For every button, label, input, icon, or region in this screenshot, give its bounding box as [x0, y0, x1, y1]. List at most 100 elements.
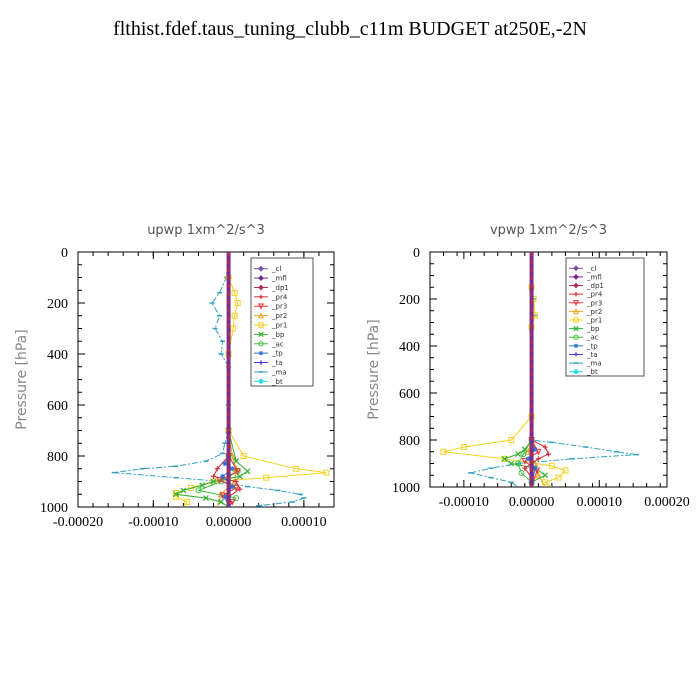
y-tick-label: 400 — [399, 340, 420, 355]
series-point-pr2 — [535, 471, 542, 479]
series-point-pr1 — [555, 474, 562, 481]
legend-marker-pr2 — [572, 308, 580, 315]
series-point-ac — [195, 487, 202, 494]
legend-label: _pr2 — [271, 312, 287, 320]
legend-marker-mfl — [258, 275, 264, 281]
series-point-ac — [518, 469, 525, 476]
legend-label: _pr4 — [586, 291, 603, 299]
series-point-pr1 — [501, 455, 508, 462]
chart-title: upwp 1xm^2/s^3 — [147, 223, 265, 238]
series-point-bp — [244, 468, 251, 475]
series-point-tp — [525, 456, 531, 462]
legend-label: _bt — [586, 368, 598, 376]
legend-marker-pr1 — [573, 317, 579, 323]
series-point-bp — [501, 455, 508, 462]
legend-label: _ac — [271, 340, 284, 348]
y-axis-label: Pressure [hPa] — [366, 319, 382, 419]
series-point-ac — [520, 451, 527, 458]
y-tick-label: 0 — [413, 246, 420, 261]
legend-label: _dp1 — [271, 284, 289, 292]
series-point-ac — [233, 495, 240, 502]
legend-label: _ma — [586, 360, 602, 368]
series-point-pr1 — [240, 453, 247, 459]
x-tick-label: -0.00010 — [128, 515, 178, 530]
series-point-bp — [203, 495, 209, 501]
series-point-pr1 — [231, 312, 238, 319]
legend-label: _bt — [271, 378, 283, 386]
series-point-pr4 — [535, 456, 541, 462]
legend-marker-mfl — [573, 274, 579, 280]
series-point-bp — [521, 446, 528, 453]
y-tick-label: 200 — [47, 297, 68, 312]
series-line-bp — [503, 252, 547, 487]
series-point-tp — [222, 461, 228, 467]
series-point-pr4 — [214, 466, 220, 472]
y-tick-label: 800 — [47, 450, 68, 465]
series-point-pr1 — [460, 444, 467, 451]
series-line-bp — [174, 252, 249, 507]
series-line-ma — [114, 252, 305, 507]
series-point-pr1 — [562, 467, 569, 474]
legend-label: _pr3 — [271, 303, 287, 311]
legend-label: _pr1 — [271, 322, 287, 330]
series-point-pr4 — [542, 444, 548, 450]
legend-marker-bt — [573, 368, 579, 375]
legend-label: _cl — [586, 265, 596, 273]
series-point-pr4 — [237, 486, 243, 492]
legend: _cl_mfl_dp1_pr4_pr3_pr2_pr1_bp_ac_tp_ta_… — [565, 257, 645, 377]
x-tick-label: 0.00010 — [577, 495, 623, 510]
series-point-pr1 — [293, 465, 300, 472]
series-point-pr3 — [216, 477, 223, 484]
series-point-pr4 — [522, 465, 528, 471]
legend-marker-pr3 — [572, 300, 580, 307]
series-point-pr1 — [230, 325, 237, 332]
series-group — [440, 252, 640, 487]
series-point-tp — [229, 484, 235, 490]
y-tick-label: 200 — [399, 293, 420, 308]
y-tick-label: 1000 — [392, 481, 420, 496]
series-point-bp — [180, 487, 187, 494]
legend-marker-cl — [258, 265, 264, 272]
legend-marker-dp1 — [258, 284, 264, 291]
legend-marker-tp — [573, 343, 579, 349]
legend-box — [565, 257, 645, 377]
series-point-pr1 — [234, 300, 241, 306]
series-point-bp — [172, 491, 179, 498]
legend-marker-ta — [258, 360, 264, 365]
x-tick-label: -0.00020 — [53, 515, 103, 530]
legend-marker-ta — [573, 352, 579, 357]
series-point-pr1 — [548, 462, 555, 469]
legend-label: _mfl — [586, 273, 602, 281]
legend-marker-pr2 — [257, 312, 265, 319]
y-axis-label: Pressure [hPa] — [14, 329, 30, 429]
legend-marker-pr4 — [258, 294, 264, 300]
legend-marker-ac — [258, 341, 264, 347]
chart-panel-vpwp: vpwp 1xm^2/s^3 Pressure [hPa] 0 200 400 600 80… — [366, 223, 690, 510]
legend-label: _ac — [586, 334, 599, 342]
legend-label: _tp — [271, 350, 283, 358]
y-tick-label: 400 — [47, 348, 68, 363]
series-point-bp — [199, 482, 206, 489]
y-tick-label: 600 — [399, 387, 420, 402]
chart-title: vpwp 1xm^2/s^3 — [490, 223, 607, 238]
legend-label: _ma — [271, 368, 287, 376]
x-tick-label: 0.00000 — [206, 515, 252, 530]
legend-label: _tp — [586, 342, 598, 350]
page-title: flthist.fdef.taus_tuning_clubb_c11m BUDG… — [113, 18, 587, 40]
legend-marker-tp — [258, 350, 264, 356]
series-point-pr1 — [263, 474, 270, 481]
series-point-bp — [515, 451, 521, 458]
series-point-tp — [229, 466, 235, 472]
series-point-bp — [210, 478, 217, 485]
legend-label: _pr1 — [586, 317, 602, 325]
series-point-bp — [218, 498, 224, 505]
series-point-pr1 — [323, 469, 330, 476]
chart-panel-upwp: upwp 1xm^2/s^3 Pressure [hPa] 0 200 400 600 80… — [14, 223, 335, 530]
x-tick-label: 0.00010 — [281, 515, 327, 530]
legend-label: _bp — [271, 331, 285, 339]
series-point-pr3 — [521, 458, 529, 465]
series-point-pr1 — [231, 289, 238, 296]
x-tick-label: -0.00010 — [439, 495, 489, 510]
series-point-bp — [233, 458, 240, 465]
legend-label: _dp1 — [586, 282, 604, 290]
